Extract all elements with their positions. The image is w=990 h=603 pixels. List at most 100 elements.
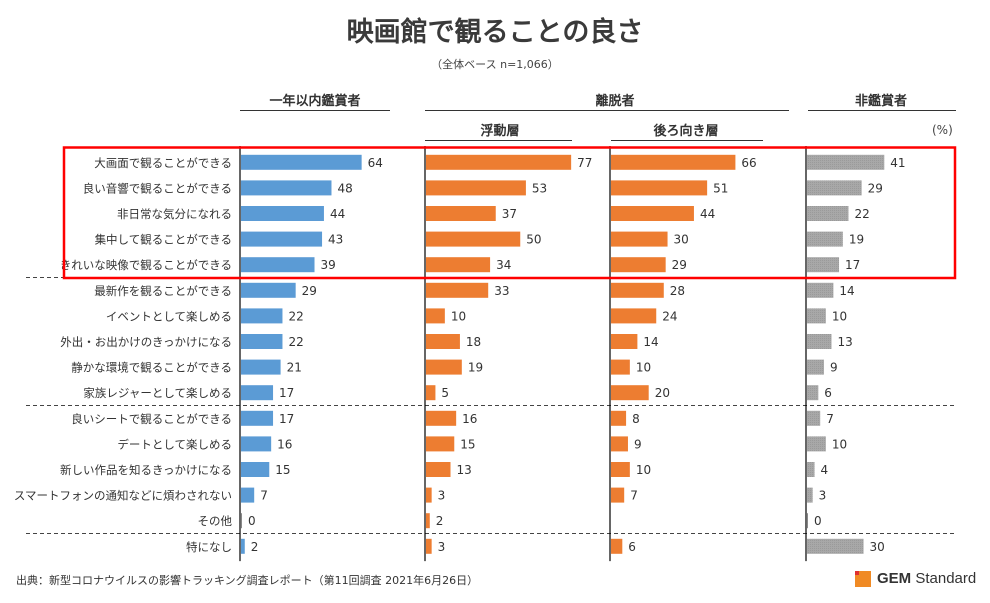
bar — [241, 385, 274, 401]
value-label: 2 — [251, 540, 259, 554]
category-label: その他 — [198, 514, 233, 528]
category-label: 良いシートで観ることができる — [71, 412, 232, 426]
bar — [241, 257, 315, 273]
bar — [241, 154, 362, 170]
bar — [611, 462, 630, 477]
value-label: 8 — [632, 412, 640, 426]
value-label: 43 — [328, 233, 343, 247]
bar — [611, 180, 708, 196]
category-label: 非日常な気分になれる — [117, 207, 232, 221]
bar — [807, 436, 826, 452]
bar — [807, 180, 862, 196]
value-label: 10 — [636, 361, 651, 375]
value-label: 10 — [636, 463, 651, 477]
value-label: 19 — [468, 361, 483, 375]
bar — [807, 231, 843, 247]
bar — [611, 206, 694, 221]
category-label: 大画面で観ることができる — [94, 156, 232, 170]
group-header-annual: 一年以内鑑賞者 — [269, 94, 361, 109]
bar — [611, 410, 627, 426]
value-label: 48 — [337, 181, 352, 195]
value-label: 6 — [628, 540, 636, 554]
group-underline-non — [808, 110, 956, 111]
category-label: 良い音響で観ることができる — [83, 181, 232, 195]
category-label: 家族レジャーとして楽しめる — [83, 386, 232, 400]
value-label: 15 — [275, 463, 290, 477]
bar — [241, 462, 270, 477]
group-header-lapsed: 離脱者 — [595, 94, 635, 109]
highlight-box — [62, 146, 957, 280]
bar — [807, 359, 824, 375]
value-label: 16 — [462, 412, 477, 426]
bar — [807, 206, 849, 221]
bar — [426, 282, 489, 298]
bar — [241, 308, 283, 324]
category-label: スマートフォンの通知などに煩わされない — [14, 489, 232, 503]
bar — [426, 359, 462, 375]
bar — [807, 257, 840, 273]
bar — [611, 538, 623, 554]
value-label: 16 — [277, 437, 292, 451]
value-label: 44 — [700, 207, 715, 221]
chart-title: 映画館で観ることの良さ — [346, 17, 644, 48]
value-label: 39 — [321, 258, 336, 272]
value-label: 13 — [457, 463, 472, 477]
value-label: 0 — [248, 514, 256, 528]
bar — [241, 206, 324, 221]
value-label: 9 — [830, 361, 838, 375]
value-label: 10 — [832, 309, 847, 323]
value-label: 22 — [288, 309, 303, 323]
bar — [807, 513, 808, 529]
value-label: 3 — [438, 489, 446, 503]
value-label: 7 — [826, 412, 834, 426]
brand-logo: GEM Standard — [855, 570, 976, 587]
bar — [241, 359, 281, 375]
value-label: 14 — [643, 335, 658, 349]
bar — [426, 334, 460, 349]
value-label: 0 — [814, 514, 822, 528]
subgroup-header-backward: 後ろ向き層 — [653, 124, 719, 139]
bar — [241, 410, 274, 426]
logo-icon — [855, 570, 871, 587]
value-label: 2 — [436, 514, 444, 528]
value-label: 22 — [854, 207, 869, 221]
bar — [611, 385, 649, 401]
bar — [241, 487, 255, 503]
value-label: 51 — [713, 181, 728, 195]
category-label: 新しい作品を知るきっかけになる — [60, 463, 232, 477]
subgroup-underline-floating — [425, 140, 572, 141]
bar — [426, 513, 430, 529]
value-label: 3 — [438, 540, 446, 554]
bar — [611, 231, 668, 247]
bar — [611, 334, 638, 349]
value-label: 15 — [460, 437, 475, 451]
value-label: 29 — [302, 284, 317, 298]
chart-subtitle: （全体ベース n=1,066） — [431, 58, 559, 71]
bar — [426, 154, 572, 170]
bar — [807, 154, 885, 170]
value-label: 29 — [868, 181, 883, 195]
value-label: 41 — [890, 156, 905, 170]
value-label: 17 — [845, 258, 860, 272]
value-label: 64 — [368, 156, 383, 170]
category-label: デートとして楽しめる — [117, 437, 232, 451]
bar — [241, 180, 332, 196]
bar — [807, 282, 834, 298]
value-label: 22 — [288, 335, 303, 349]
value-label: 29 — [672, 258, 687, 272]
value-label: 37 — [502, 207, 517, 221]
bar — [807, 334, 832, 349]
bar — [241, 282, 296, 298]
value-label: 6 — [824, 386, 832, 400]
value-label: 4 — [821, 463, 829, 477]
value-label: 24 — [662, 309, 677, 323]
bar — [241, 334, 283, 349]
category-label: 集中して観ることができる — [95, 233, 232, 247]
group-underline-lapsed — [425, 110, 789, 111]
value-label: 9 — [634, 437, 642, 451]
value-label: 17 — [279, 412, 294, 426]
value-label: 7 — [260, 489, 268, 503]
bar — [426, 538, 432, 554]
bar — [241, 513, 242, 529]
